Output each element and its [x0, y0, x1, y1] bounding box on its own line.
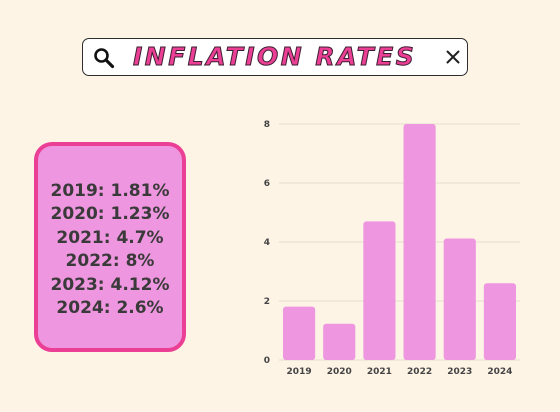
y-tick-label: 8: [264, 120, 270, 130]
inflation-stats-card: 2019: 1.81% 2020: 1.23% 2021: 4.7% 2022:…: [34, 142, 186, 352]
stat-line-2020: 2020: 1.23%: [50, 204, 170, 224]
stat-line-2024: 2024: 2.6%: [56, 298, 164, 318]
stat-line-2021: 2021: 4.7%: [56, 227, 164, 248]
chart-x-ticks: 2019 2020 2021 2022 2023 2024: [287, 367, 513, 377]
y-tick-label: 4: [264, 238, 270, 248]
y-tick-label: 2: [264, 297, 270, 307]
x-tick-label-2022: 2022: [407, 367, 432, 377]
bar-2022: [403, 124, 436, 360]
close-icon[interactable]: [445, 49, 461, 65]
x-tick-label-2024: 2024: [487, 367, 512, 377]
bar-2023: [443, 238, 476, 360]
search-bar[interactable]: INFLATION RATES: [82, 38, 468, 76]
bar-2020: [323, 323, 356, 360]
search-title: INFLATION RATES: [132, 42, 417, 72]
y-tick-label: 6: [264, 179, 270, 189]
stat-line-2019: 2019: 1.81%: [50, 180, 170, 201]
stat-line-2023: 2023: 4.12%: [50, 274, 170, 295]
bar-2021: [363, 221, 396, 360]
chart-y-ticks: 0 2 4 6 8: [264, 120, 270, 366]
x-tick-label-2019: 2019: [287, 367, 312, 377]
y-tick-label: 0: [264, 356, 270, 366]
bar-2019: [283, 306, 316, 360]
chart-bars: [283, 124, 516, 360]
x-tick-label-2021: 2021: [367, 367, 392, 377]
bar-2024: [483, 283, 516, 360]
search-icon[interactable]: [93, 47, 115, 69]
x-tick-label-2023: 2023: [447, 367, 472, 377]
x-tick-label-2020: 2020: [327, 367, 352, 377]
stat-line-2022: 2022: 8%: [65, 251, 155, 271]
chart-grid: [279, 123, 520, 361]
